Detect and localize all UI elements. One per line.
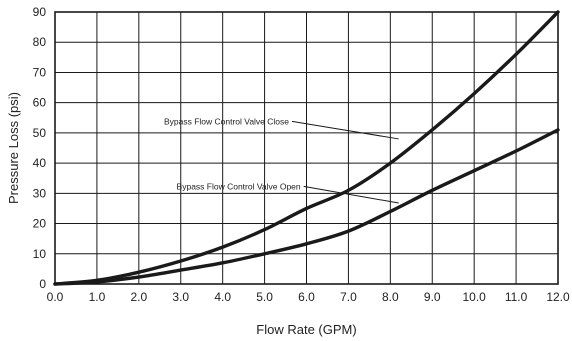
x-tick-label: 2.0 [130,290,147,304]
series-line-valve-open [53,128,560,286]
x-tick-label: 5.0 [256,290,273,304]
x-tick-label: 1.0 [89,290,106,304]
plot-frame [54,11,559,285]
annotations: Bypass Flow Control Valve Close Bypass Fl… [164,116,399,204]
x-tick-label: 3.0 [172,290,189,304]
y-tick-label: 60 [33,96,47,110]
x-tick-label: 10.0 [462,290,486,304]
y-tick-label: 90 [33,5,47,19]
x-tick-label: 9.0 [424,290,441,304]
x-tick-label: 11.0 [505,290,528,304]
annotation-leader-line [303,185,399,204]
y-axis-label: Pressure Loss (psi) [6,92,21,204]
x-tick-label: 6.0 [298,290,315,304]
x-tick-label: 4.0 [214,290,231,304]
x-tick-label: 7.0 [340,290,357,304]
annotation-label: Bypass Flow Control Valve Close [164,116,289,126]
annotation-leader-line [291,120,399,140]
y-tick-label: 0 [39,277,46,291]
y-tick-label: 40 [33,156,47,170]
series-lines [53,10,560,286]
y-tick-label: 10 [33,247,47,261]
x-tick-label: 8.0 [382,290,399,304]
x-tick-label: 12.0 [546,290,570,304]
annotation-label: Bypass Flow Control Valve Open [177,181,301,191]
y-axis-ticks: 0 10 20 30 40 50 60 70 80 90 [33,5,47,291]
y-tick-label: 20 [33,217,47,231]
y-tick-label: 50 [33,126,47,140]
y-tick-label: 30 [33,186,47,200]
series-line-valve-close [53,10,560,286]
y-tick-label: 80 [33,35,47,49]
x-tick-label: 0.0 [47,290,64,304]
y-tick-label: 70 [33,65,47,79]
x-axis-label: Flow Rate (GPM) [256,322,356,337]
x-axis-ticks: 0.0 1.0 2.0 3.0 4.0 5.0 6.0 7.0 8.0 9.0 10.0 11.0 12… [47,290,570,304]
